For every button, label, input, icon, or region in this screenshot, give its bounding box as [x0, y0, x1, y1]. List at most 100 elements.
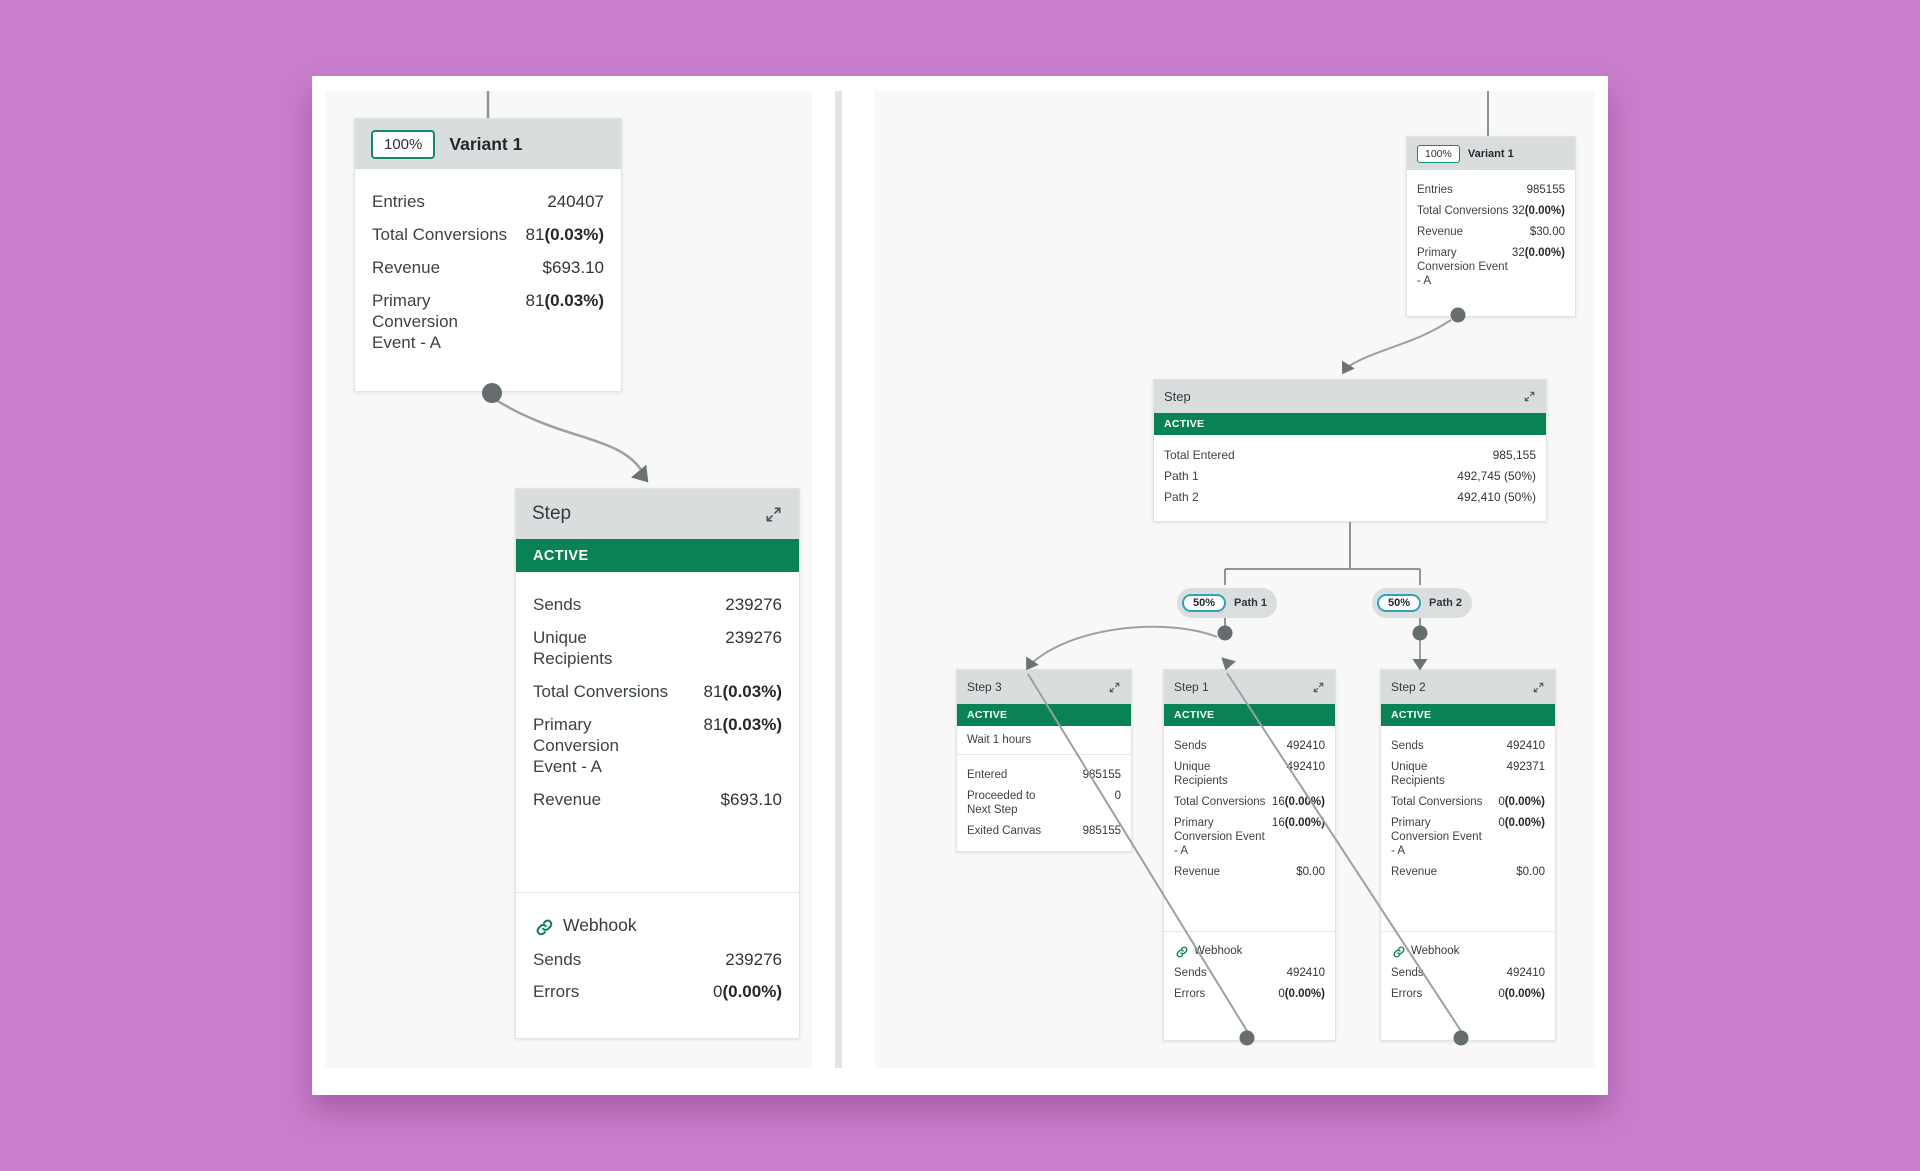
stat-label: Unique Recipients [1391, 761, 1445, 787]
stat-label: Errors [1391, 988, 1423, 1000]
stat-label: Revenue [1417, 226, 1464, 238]
stat-value: 81(0.03%) [703, 682, 782, 701]
path-label: Path 2 [1429, 597, 1463, 609]
webhook-header: Webhook [533, 915, 782, 936]
link-icon [1393, 946, 1405, 958]
step3-node[interactable]: Step 3 ACTIVE Wait 1 hours Entered 98515… [956, 669, 1132, 852]
stat-row: Errors 0(0.00%) [1174, 987, 1325, 1001]
stat-value: $30.00 [1529, 226, 1565, 238]
node-body: Sends 492410 Unique Recipients 492410 To… [1164, 726, 1335, 931]
expand-icon[interactable] [1108, 681, 1121, 694]
node-header: Step [516, 489, 799, 539]
stat-row: Primary Conversion Event - A 81(0.03%) [372, 290, 604, 353]
stat-label: Unique Recipients [1174, 761, 1228, 787]
stat-value: 985155 [1082, 769, 1121, 781]
step1-node[interactable]: Step 1 ACTIVE Sends 492410 Unique Recipi… [1163, 669, 1336, 1041]
stat-value: 492410 [1286, 967, 1325, 979]
variant-node[interactable]: 100% Variant 1 Entries 240407 Total Conv… [354, 118, 622, 392]
webhook-section: Webhook Sends 492410 Errors 0(0.00%) [1381, 932, 1555, 1040]
stat-value: 0(0.00%) [1278, 988, 1325, 1000]
canvas-pane-right[interactable]: 100% Variant 1 Entries 985155 Total Conv… [875, 91, 1595, 1068]
step2-node[interactable]: Step 2 ACTIVE Sends 492410 Unique Recipi… [1380, 669, 1556, 1041]
webhook-section: Webhook Sends 239276 Errors 0(0.00%) [516, 893, 799, 1038]
stat-label: Total Entered [1164, 448, 1235, 462]
stat-label: Primary Conversion Event - A [1174, 817, 1265, 857]
node-title: Variant 1 [449, 133, 523, 154]
stat-label: Unique Recipients [533, 628, 613, 668]
stat-value: 239276 [725, 595, 782, 614]
divider [516, 892, 799, 893]
path-pill-2[interactable]: 50% Path 2 [1372, 588, 1473, 618]
stat-row: Total Conversions 16(0.00%) [1174, 795, 1325, 809]
node-body: Total Entered 985,155 Path 1 492,745 (50… [1154, 435, 1546, 521]
stat-value: 16(0.00%) [1271, 796, 1325, 808]
connection-handle-dot[interactable] [1412, 625, 1428, 641]
stat-value: 0(0.00%) [1498, 817, 1545, 829]
stat-row: Sends 492410 [1391, 966, 1545, 980]
stat-value: 492,410 (50%) [1457, 490, 1536, 504]
node-body: Sends 239276 Unique Recipients 239276 To… [516, 572, 799, 892]
stat-value: 81(0.03%) [703, 715, 782, 734]
divider [1381, 931, 1555, 932]
stat-value: 239276 [725, 628, 782, 647]
stat-value: $693.10 [720, 790, 782, 809]
expand-icon[interactable] [1532, 681, 1545, 694]
stat-label: Sends [533, 950, 582, 969]
canvas-pane-left[interactable]: 100% Variant 1 Entries 240407 Total Conv… [325, 91, 812, 1068]
stat-value: 32(0.00%) [1511, 247, 1565, 259]
stat-label: Primary Conversion Event - A [1417, 247, 1508, 287]
pane-splitter[interactable] [835, 91, 842, 1068]
variant-node[interactable]: 100% Variant 1 Entries 985155 Total Conv… [1406, 136, 1576, 317]
expand-icon[interactable] [764, 505, 783, 524]
stat-row: Entries 240407 [372, 191, 604, 212]
stat-row: Total Conversions 0(0.00%) [1391, 795, 1545, 809]
stat-label: Exited Canvas [967, 825, 1042, 837]
link-icon [536, 919, 553, 935]
path-label: Path 1 [1234, 597, 1268, 609]
stat-row: Revenue $693.10 [533, 789, 782, 810]
stat-label: Errors [1174, 988, 1206, 1000]
step-node[interactable]: Step ACTIVE Sends 239276 Unique Recipien… [515, 488, 800, 1039]
stat-label: Primary Conversion Event - A [533, 715, 619, 776]
arrowhead [630, 464, 649, 483]
webhook-title: Webhook [1411, 945, 1460, 957]
node-title: Step [1164, 389, 1191, 404]
arrowhead [1341, 360, 1355, 375]
path-pill-1[interactable]: 50% Path 1 [1177, 588, 1278, 618]
step-fanout-node[interactable]: Step ACTIVE Total Entered 985,155 Path 1… [1153, 379, 1547, 522]
stat-row: Primary Conversion Event - A 16(0.00%) [1174, 816, 1325, 858]
expand-icon[interactable] [1523, 390, 1536, 403]
edge-path1-to-step3 [1032, 625, 1218, 663]
stat-row: Total Conversions 81(0.03%) [372, 224, 604, 245]
stat-row: Total Conversions 32(0.00%) [1417, 204, 1565, 218]
stat-row: Errors 0(0.00%) [1391, 987, 1545, 1001]
percent-badge: 50% [1182, 594, 1227, 612]
expand-icon[interactable] [1312, 681, 1325, 694]
stat-value: $0.00 [1516, 866, 1545, 878]
stat-label: Sends [1174, 967, 1207, 979]
status-badge: ACTIVE [1154, 413, 1546, 435]
stat-value: 492410 [1286, 761, 1325, 773]
stat-label: Proceeded to Next Step [967, 790, 1036, 816]
stat-label: Total Conversions [533, 682, 669, 701]
stat-row: Entered 985155 [967, 768, 1121, 782]
connection-handle-dot[interactable] [1217, 625, 1233, 641]
stat-row: Primary Conversion Event - A 0(0.00%) [1391, 816, 1545, 858]
edge-fanout-split [1224, 522, 1421, 585]
stat-row: Entries 985155 [1417, 183, 1565, 197]
stat-value: 240407 [547, 192, 604, 211]
status-badge: ACTIVE [516, 539, 799, 572]
stat-value: $693.10 [542, 258, 604, 277]
stat-row: Total Entered 985,155 [1164, 448, 1536, 462]
wait-row: Wait 1 hours [957, 726, 1131, 755]
stat-label: Sends [1391, 967, 1424, 979]
stat-row: Unique Recipients 239276 [533, 627, 782, 669]
stat-row: Path 1 492,745 (50%) [1164, 469, 1536, 483]
stat-value: 81(0.03%) [525, 225, 604, 244]
node-header: 100% Variant 1 [355, 119, 621, 169]
stat-label: Errors [533, 982, 580, 1001]
stat-label: Revenue [533, 790, 602, 809]
webhook-section: Webhook Sends 492410 Errors 0(0.00%) [1164, 932, 1335, 1040]
node-title: Variant 1 [1467, 147, 1514, 160]
webhook-header: Webhook [1391, 944, 1545, 958]
